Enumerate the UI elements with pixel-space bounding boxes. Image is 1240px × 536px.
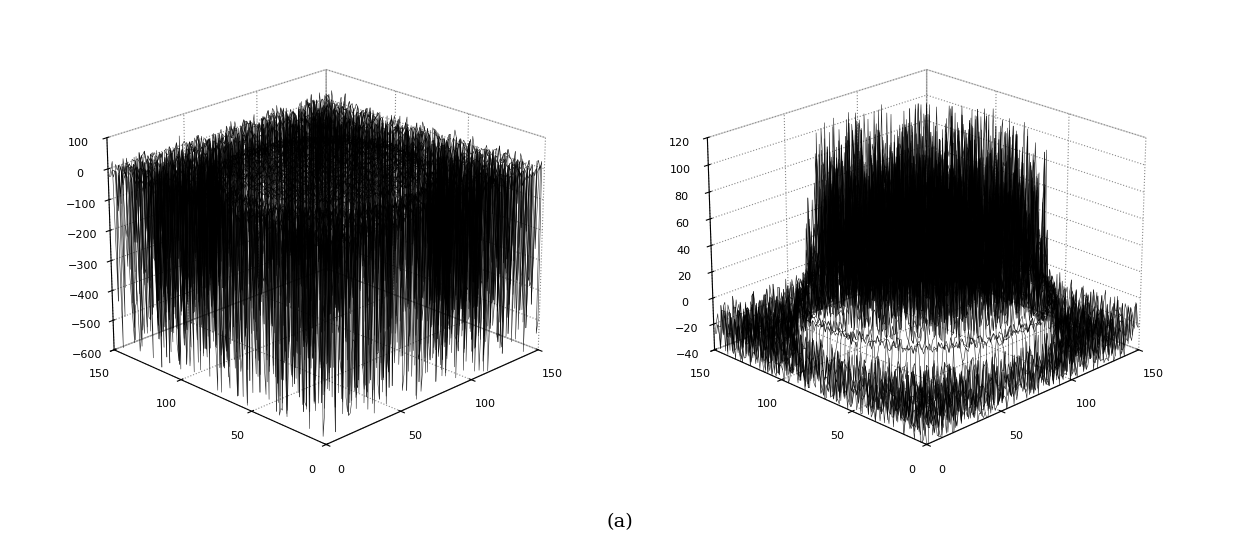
Text: (a): (a)	[606, 512, 634, 531]
